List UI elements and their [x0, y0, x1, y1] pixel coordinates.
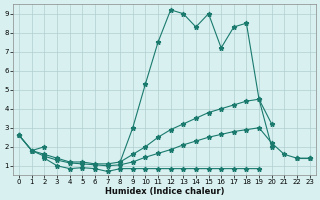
X-axis label: Humidex (Indice chaleur): Humidex (Indice chaleur): [105, 187, 224, 196]
